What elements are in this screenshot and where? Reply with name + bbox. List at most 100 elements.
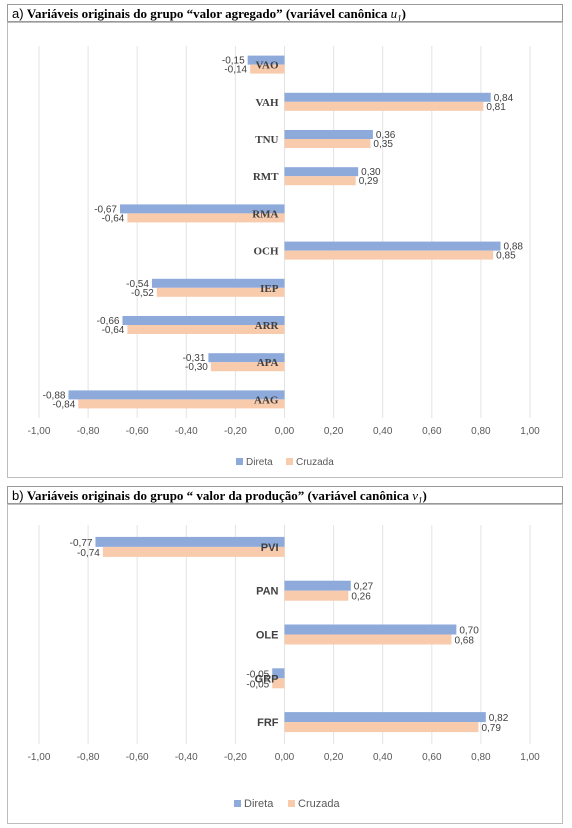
bar-direta-och <box>284 241 501 251</box>
chart-b-svg: -1,00 -0,80 -0,60 -0,40 -0,20 0,00 0,20 0,40 0,6… <box>28 525 540 810</box>
chart-b-title-prefix: b) <box>12 488 24 503</box>
x-tick-label: -0,60 <box>126 752 149 763</box>
chart-a-title-var: u <box>390 6 398 21</box>
category-label: OCH <box>253 246 279 258</box>
chart-b-title: b) Variáveis originais do grupo “ valor … <box>7 486 563 504</box>
x-tick-label: -1,00 <box>28 426 51 437</box>
bar-cruzada-frf <box>284 722 479 733</box>
data-label: 0,88 <box>504 242 524 253</box>
data-label: 0,27 <box>354 582 374 593</box>
bar-direta-vah <box>284 92 491 102</box>
category-label: IEP <box>260 283 279 295</box>
data-label: 0,29 <box>359 176 379 187</box>
data-label: -0,52 <box>131 288 154 299</box>
bar-cruzada-rmt <box>284 176 356 186</box>
bar-cruzada-pvi <box>102 546 285 557</box>
bar-cruzada-vah <box>284 101 484 111</box>
legend-swatch <box>286 458 293 465</box>
x-tick-label: 1,00 <box>520 426 540 437</box>
category-label: ARR <box>255 320 280 332</box>
x-tick-label: 0,20 <box>324 426 344 437</box>
data-label: -0,31 <box>183 353 206 364</box>
x-tick-label: -0,80 <box>77 426 100 437</box>
chart-a-title-prefix: a) <box>12 6 24 21</box>
data-label: -0,14 <box>224 65 247 76</box>
data-label: 0,70 <box>459 626 479 637</box>
x-tick-label: 0,80 <box>471 426 491 437</box>
data-label: 0,35 <box>373 139 393 150</box>
category-label: OLE <box>256 630 279 642</box>
category-label: FRF <box>257 717 279 729</box>
bar-cruzada-tnu <box>284 139 371 148</box>
category-label: RMA <box>252 208 278 220</box>
x-tick-label: -1,00 <box>28 752 51 763</box>
data-label: -0,74 <box>77 548 100 559</box>
bar-cruzada-och <box>284 250 494 260</box>
x-tick-label: -0,40 <box>175 752 198 763</box>
x-tick-label: 0,00 <box>275 426 295 437</box>
data-label: 0,30 <box>361 167 381 178</box>
bar-cruzada-aag <box>78 399 285 409</box>
data-label: -0,64 <box>102 325 125 336</box>
x-tick-label: -0,60 <box>126 426 149 437</box>
bar-cruzada-rma <box>127 213 285 223</box>
chart-a-title-sub: 1 <box>397 13 402 22</box>
x-tick-label: -0,20 <box>224 426 247 437</box>
data-label: 0,36 <box>376 130 396 141</box>
legend-label: Cruzada <box>296 457 334 468</box>
bar-cruzada-apa <box>210 362 285 372</box>
category-label: GRP <box>255 673 279 685</box>
category-label: TNU <box>255 134 278 146</box>
x-tick-label: -0,20 <box>224 752 247 763</box>
data-label: -0,64 <box>102 213 125 224</box>
data-label: 0,82 <box>489 713 509 724</box>
bar-direta-rmt <box>284 167 359 177</box>
category-label: VAO <box>255 60 278 72</box>
x-tick-label: -0,80 <box>77 752 100 763</box>
chart-a-svg: -1,00 -0,80 -0,60 -0,40 -0,20 0,00 0,20 0,40 0,6… <box>28 46 540 468</box>
bar-direta-aag <box>68 390 285 400</box>
legend-label: Cruzada <box>298 798 340 810</box>
bar-direta-tnu <box>284 130 373 139</box>
bar-cruzada-pan <box>284 590 349 601</box>
data-label: -0,54 <box>126 279 149 290</box>
legend-swatch <box>236 458 243 465</box>
x-tick-label: 0,60 <box>422 426 442 437</box>
bar-cruzada-ole <box>284 634 452 645</box>
chart-b-area: -1,00 -0,80 -0,60 -0,40 -0,20 0,00 0,20 0,40 0,6… <box>7 504 563 824</box>
chart-a-area: -1,00 -0,80 -0,60 -0,40 -0,20 0,00 0,20 0,40 0,6… <box>7 22 563 478</box>
bar-direta-apa <box>208 353 285 363</box>
chart-a-title-suffix: ) <box>401 6 406 21</box>
category-label: APA <box>257 357 279 369</box>
bar-direta-pan <box>284 580 351 591</box>
bar-direta-pvi <box>95 536 285 547</box>
data-label: 0,84 <box>494 93 514 104</box>
category-label: PVI <box>261 542 279 554</box>
chart-b-title-sub: 1 <box>418 495 423 504</box>
chart-b-title-suffix: ) <box>422 488 427 503</box>
bar-direta-frf <box>284 712 486 723</box>
data-label: 0,26 <box>351 592 371 603</box>
x-tick-label: 0,40 <box>373 752 393 763</box>
data-label: -0,05 <box>246 679 269 690</box>
bar-cruzada-arr <box>127 325 285 334</box>
data-label: -0,67 <box>94 204 117 215</box>
chart-b-title-text: Variáveis originais do grupo “ valor da … <box>26 488 413 503</box>
bar-cruzada-grp <box>272 678 285 689</box>
data-label: -0,05 <box>246 669 269 680</box>
data-label: -0,77 <box>70 538 93 549</box>
x-tick-label: 0,80 <box>471 752 491 763</box>
x-tick-label: 1,00 <box>520 752 540 763</box>
chart-a-title-text: Variáveis originais do grupo “valor agre… <box>26 6 391 21</box>
legend-label: Direta <box>246 457 273 468</box>
x-tick-label: 0,40 <box>373 426 393 437</box>
data-label: 0,79 <box>481 723 501 734</box>
category-label: VAH <box>255 97 278 109</box>
chart-a-title: a) Variáveis originais do grupo “valor a… <box>7 4 563 22</box>
legend-label: Direta <box>244 798 274 810</box>
bar-cruzada-iep <box>156 287 285 297</box>
x-tick-label: 0,20 <box>324 752 344 763</box>
data-label: -0,30 <box>185 362 208 373</box>
data-label: 0,85 <box>496 251 516 262</box>
bar-direta-grp <box>272 668 285 679</box>
